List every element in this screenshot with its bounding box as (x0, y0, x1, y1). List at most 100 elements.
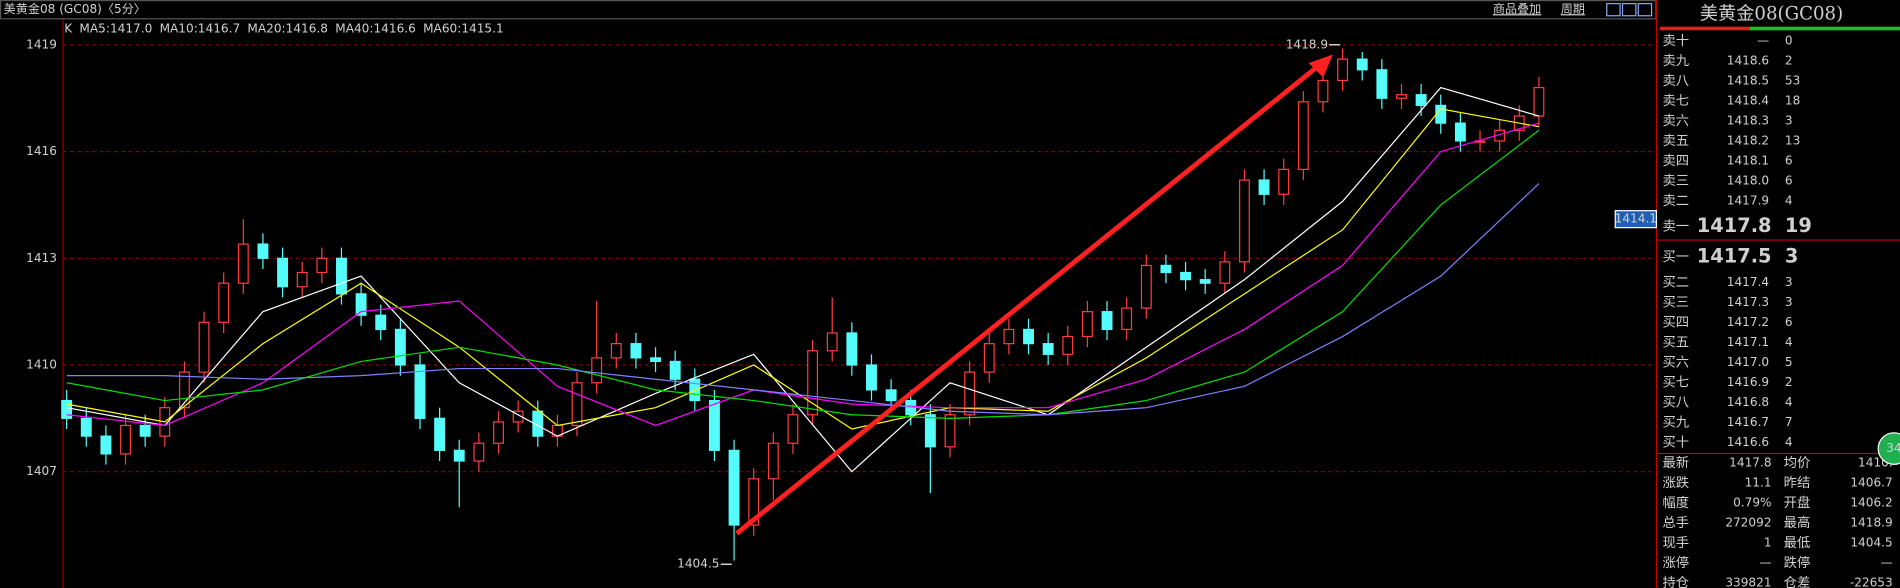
book-level-label: 卖九 (1663, 53, 1690, 69)
book-level-label: 卖六 (1663, 113, 1690, 129)
candle-body (944, 414, 956, 448)
trend-arrowhead (1308, 54, 1333, 78)
candle-body (669, 360, 681, 380)
legend-kline: K (64, 22, 73, 36)
legend-entry: MA40:1416.6 (335, 22, 416, 36)
book-quantity: 4 (1785, 435, 1793, 449)
floating-badge-label: 34 (1886, 441, 1900, 455)
layout-button[interactable] (1637, 3, 1653, 17)
candle-body (1258, 179, 1270, 195)
candle-body (1356, 58, 1368, 71)
book-price: 1416.6 (1727, 435, 1769, 449)
book-price: 1418.3 (1727, 114, 1769, 128)
book-quantity: 6 (1785, 315, 1793, 329)
stat-value: -22653 (1850, 576, 1893, 588)
stat-label: 现手 (1663, 535, 1690, 551)
candle-body (1219, 261, 1231, 284)
stat-value: 1418.9 (1850, 516, 1892, 530)
stat-label: 幅度 (1663, 495, 1690, 511)
stat-label: 昨结 (1784, 475, 1811, 491)
book-level-label: 卖十 (1663, 33, 1690, 49)
book-quantity: 3 (1785, 114, 1793, 128)
book-quantity: 4 (1785, 194, 1793, 208)
candle-body (198, 321, 210, 373)
candle-body (983, 343, 995, 373)
zoom-out-button[interactable] (1606, 3, 1621, 17)
candle-body (924, 414, 936, 448)
candle-body (139, 424, 151, 437)
candle-body (100, 435, 112, 455)
book-price: 1418.1 (1727, 154, 1769, 168)
book-price: 1417.9 (1727, 194, 1769, 208)
book-quantity: 6 (1785, 154, 1793, 168)
candle-body (336, 257, 347, 295)
book-quantity: 4 (1785, 335, 1793, 349)
y-tick-label: 1410 (26, 357, 57, 371)
candle-body (1081, 311, 1093, 338)
candle-body (1297, 101, 1309, 170)
candle-body (218, 282, 230, 323)
stat-label: 最新 (1663, 455, 1690, 471)
moving-average-line (66, 183, 1540, 416)
candle-body (1003, 328, 1015, 345)
stat-value: — (1759, 556, 1771, 570)
stat-value: 11.1 (1745, 476, 1772, 490)
book-level-label: 买十 (1663, 435, 1690, 451)
book-price: 1417.5 (1697, 245, 1772, 268)
candle-body (1180, 271, 1192, 281)
stat-value: 1404.5 (1850, 536, 1892, 550)
candle-body (1278, 168, 1290, 195)
candle-body (296, 271, 308, 288)
book-quantity: 19 (1785, 214, 1812, 237)
candle-body (375, 314, 387, 331)
moving-average-line (66, 86, 1540, 473)
overlay-button[interactable]: 商品叠加 (1493, 1, 1541, 16)
stat-value: — (1881, 556, 1893, 570)
candle-body (1101, 311, 1113, 331)
book-price: 1416.8 (1727, 395, 1769, 409)
stat-label: 均价 (1784, 455, 1811, 471)
period-button[interactable]: 周期 (1561, 2, 1585, 16)
book-price: 1417.8 (1697, 214, 1772, 237)
candle-body (1121, 307, 1133, 331)
stat-label: 涨停 (1663, 554, 1690, 571)
candle-body (1042, 343, 1054, 355)
zoom-in-button[interactable] (1621, 3, 1637, 17)
candle-body (61, 399, 73, 419)
stat-value: 1406.2 (1850, 496, 1892, 510)
book-level-label: 卖四 (1663, 153, 1690, 169)
stat-value: 339821 (1725, 576, 1771, 588)
book-price: 1418.0 (1727, 174, 1769, 188)
candle-body (1238, 179, 1250, 263)
book-price: 1416.9 (1727, 375, 1769, 389)
book-price: 1418.6 (1727, 54, 1769, 68)
candle-body (1396, 94, 1407, 99)
book-quantity: 7 (1785, 415, 1793, 429)
book-level-label: 买四 (1663, 314, 1690, 330)
candle-body (532, 410, 544, 437)
ask-strength-bar (1660, 26, 1750, 31)
plot-area: K MA5:1417.0 MA10:1416.7 MA20:1416.8 MA40:14… (26, 22, 1658, 571)
candle-body (1415, 94, 1427, 106)
candle-body (473, 442, 485, 462)
candle-body (866, 364, 877, 391)
moving-average-line (66, 122, 1540, 427)
book-level-label: 买八 (1663, 395, 1690, 411)
stat-label: 仓差 (1784, 575, 1811, 588)
window-title: 美黄金08 (GC08)〈5分〉 (4, 1, 146, 16)
book-level-label: 卖五 (1663, 133, 1690, 149)
book-level-label: 卖七 (1663, 93, 1690, 109)
candle-body (1533, 86, 1545, 117)
y-tick-label: 1413 (26, 251, 57, 265)
legend-entry: MA5:1417.0 (79, 22, 152, 36)
book-level-label: 买六 (1663, 354, 1690, 370)
candle-body (1140, 264, 1152, 309)
book-quantity: 6 (1785, 174, 1793, 188)
candle-body (257, 243, 269, 259)
candle-body (277, 257, 289, 288)
book-level-label: 卖二 (1663, 193, 1690, 209)
candle-body (728, 449, 740, 526)
stat-value: 272092 (1725, 516, 1771, 530)
stat-label: 开盘 (1784, 494, 1811, 511)
candle-body (316, 257, 328, 274)
